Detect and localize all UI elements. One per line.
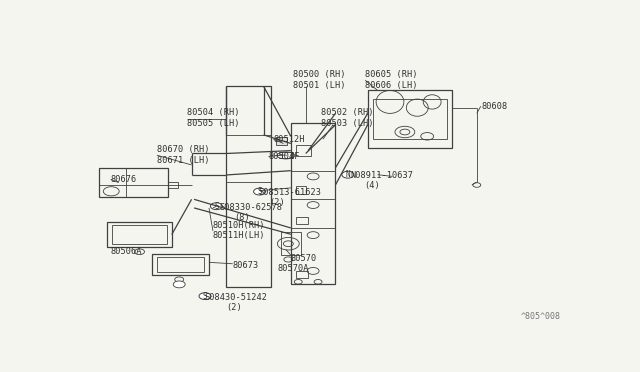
Text: (2): (2) bbox=[227, 303, 242, 312]
Bar bbox=[168, 182, 178, 189]
Text: S: S bbox=[214, 202, 219, 211]
Text: 80504F: 80504F bbox=[269, 152, 300, 161]
Circle shape bbox=[199, 293, 211, 299]
Text: 80504 (RH): 80504 (RH) bbox=[187, 108, 239, 117]
Text: 80505 (LH): 80505 (LH) bbox=[187, 119, 239, 128]
Bar bbox=[296, 217, 308, 224]
Text: 80676: 80676 bbox=[111, 175, 137, 184]
Circle shape bbox=[211, 203, 222, 210]
Text: 80503 (LH): 80503 (LH) bbox=[321, 119, 373, 128]
Text: 80506A: 80506A bbox=[111, 247, 142, 256]
Bar bbox=[112, 225, 167, 244]
Bar bbox=[291, 124, 335, 284]
Text: 80608: 80608 bbox=[482, 102, 508, 111]
Text: 80570: 80570 bbox=[291, 254, 317, 263]
Text: 80502 (RH): 80502 (RH) bbox=[321, 108, 373, 117]
Text: (4): (4) bbox=[364, 181, 380, 190]
Bar bbox=[281, 232, 301, 255]
Text: 80510H(RH): 80510H(RH) bbox=[213, 221, 266, 230]
Circle shape bbox=[173, 281, 185, 288]
Text: 80673: 80673 bbox=[233, 261, 259, 270]
Bar bbox=[227, 86, 271, 287]
Text: 80512H: 80512H bbox=[273, 135, 305, 144]
Bar bbox=[282, 152, 293, 158]
Text: 80670 (RH): 80670 (RH) bbox=[157, 145, 209, 154]
Text: 80605 (RH): 80605 (RH) bbox=[365, 70, 418, 79]
Text: 80671 (LH): 80671 (LH) bbox=[157, 156, 209, 165]
Text: ^805^008: ^805^008 bbox=[521, 312, 561, 321]
Bar bbox=[276, 137, 287, 145]
Bar bbox=[296, 186, 306, 193]
Text: 80511H(LH): 80511H(LH) bbox=[213, 231, 266, 240]
Text: S: S bbox=[203, 292, 207, 301]
Text: 80570A: 80570A bbox=[277, 264, 309, 273]
Bar bbox=[108, 222, 172, 247]
Text: (8): (8) bbox=[234, 212, 250, 222]
Text: (2): (2) bbox=[269, 198, 285, 207]
Bar bbox=[152, 254, 209, 275]
Text: 80606 (LH): 80606 (LH) bbox=[365, 81, 418, 90]
Bar bbox=[372, 99, 447, 139]
Text: S08330-62578: S08330-62578 bbox=[219, 202, 282, 212]
Circle shape bbox=[342, 171, 354, 178]
Bar bbox=[296, 271, 308, 278]
Circle shape bbox=[253, 188, 266, 195]
Bar bbox=[367, 90, 452, 148]
Text: S08430-51242: S08430-51242 bbox=[204, 293, 267, 302]
Bar bbox=[157, 257, 204, 272]
Text: N08911-10637: N08911-10637 bbox=[350, 171, 413, 180]
Bar bbox=[99, 169, 168, 197]
Text: 80501 (LH): 80501 (LH) bbox=[293, 81, 346, 90]
Bar bbox=[296, 145, 310, 156]
Text: 80500 (RH): 80500 (RH) bbox=[293, 70, 346, 79]
Text: S08513-61623: S08513-61623 bbox=[259, 187, 321, 197]
Text: N: N bbox=[346, 170, 350, 179]
Text: S: S bbox=[257, 187, 262, 196]
